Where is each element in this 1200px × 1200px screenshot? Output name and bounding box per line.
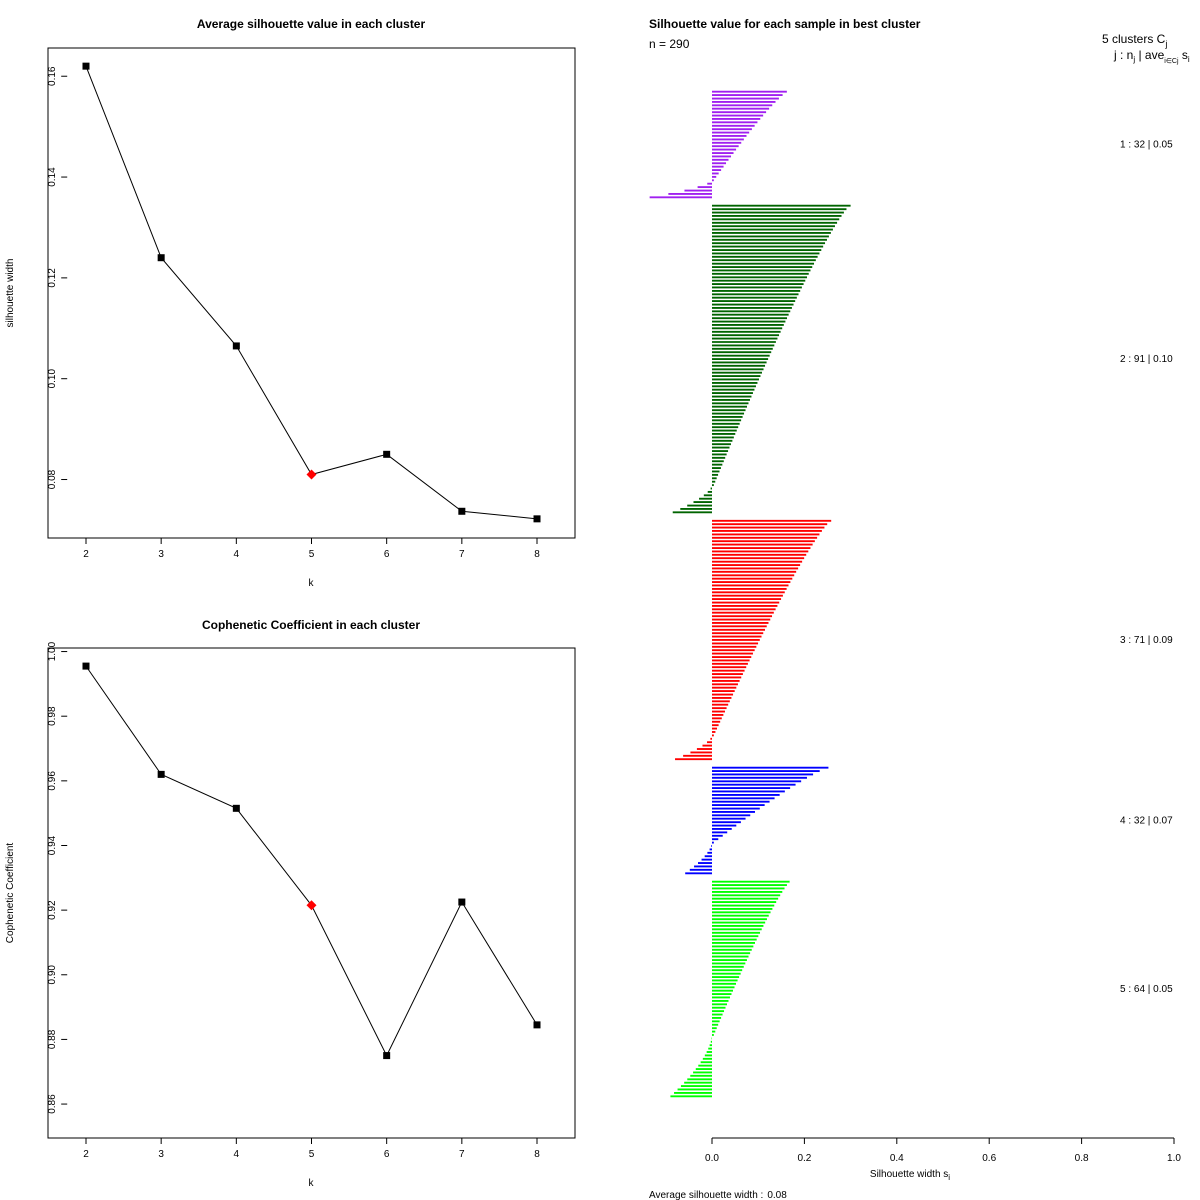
series-line xyxy=(85,665,538,1057)
cluster-2-summary: 2 : 91 | 0.10 xyxy=(1120,354,1173,365)
data-point xyxy=(232,342,240,350)
data-point xyxy=(157,770,165,778)
average-silhouette-footer: Average silhouette width :0.08 xyxy=(649,1190,787,1200)
x-tick-label: 3 xyxy=(158,1149,164,1160)
cluster-5-summary: 5 : 64 | 0.05 xyxy=(1120,984,1173,995)
y-tick-label: 0.94 xyxy=(47,835,58,855)
chart3-title: Silhouette value for each sample in best… xyxy=(649,17,921,31)
highlight-point xyxy=(306,900,317,911)
cluster-3-summary: 3 : 71 | 0.09 xyxy=(1120,635,1173,646)
data-point xyxy=(458,507,466,515)
y-tick-label: 0.16 xyxy=(47,66,58,86)
x-tick-label: 0.4 xyxy=(890,1153,904,1164)
data-point xyxy=(157,254,165,262)
data-point xyxy=(383,1052,391,1060)
chart2-x-label: k xyxy=(309,1178,315,1189)
x-tick-label: 2 xyxy=(83,549,89,560)
x-tick-label: 7 xyxy=(459,1149,465,1160)
x-tick-label: 2 xyxy=(83,1149,89,1160)
y-tick-label: 0.90 xyxy=(47,965,58,985)
y-tick-label: 0.92 xyxy=(47,900,58,920)
silhouette-bar-plot: Silhouette value for each sample in best… xyxy=(649,17,1190,1200)
chart1-series xyxy=(82,62,541,523)
highlight-point xyxy=(306,469,317,480)
chart1-title: Average silhouette value in each cluster xyxy=(197,17,426,31)
x-tick-label: 5 xyxy=(309,549,315,560)
y-tick-label: 0.86 xyxy=(47,1094,58,1114)
chart3-x-axis: 0.0 0.2 0.4 0.6 0.8 1.0 xyxy=(705,1137,1181,1164)
y-tick-label: 1.00 xyxy=(47,641,58,661)
chart3-cluster-labels: 1 : 32 | 0.05 2 : 91 | 0.10 3 : 71 | 0.09 4… xyxy=(1120,140,1173,995)
y-tick-label: 0.88 xyxy=(47,1029,58,1049)
x-tick-label: 0.8 xyxy=(1075,1153,1089,1164)
x-tick-label: 4 xyxy=(234,1149,240,1160)
y-tick-label: 0.12 xyxy=(47,268,58,288)
chart1-x-label: k xyxy=(309,578,315,589)
x-tick-label: 8 xyxy=(534,1149,540,1160)
chart2-title: Cophenetic Coefficient in each cluster xyxy=(202,618,420,632)
silhouette-line-chart: Average silhouette value in each cluster… xyxy=(5,17,576,589)
x-tick-label: 6 xyxy=(384,1149,390,1160)
chart3-bars xyxy=(649,90,851,1098)
y-tick-label: 0.14 xyxy=(47,167,58,187)
chart3-x-label: Silhouette width si xyxy=(870,1169,950,1182)
data-point xyxy=(82,662,90,670)
data-point xyxy=(533,1021,541,1029)
chart2-x-axis: 2 3 4 5 6 7 8 xyxy=(83,1138,540,1160)
data-point xyxy=(458,898,466,906)
y-tick-label: 0.10 xyxy=(47,369,58,389)
y-tick-label: 0.08 xyxy=(47,469,58,489)
chart1-plot-frame xyxy=(47,47,576,539)
chart2-series xyxy=(82,662,541,1060)
x-tick-label: 4 xyxy=(234,549,240,560)
x-tick-label: 0.6 xyxy=(982,1153,996,1164)
x-tick-label: 8 xyxy=(534,549,540,560)
data-point xyxy=(383,450,391,458)
x-tick-label: 5 xyxy=(309,1149,315,1160)
series-line xyxy=(85,65,538,520)
cluster-1-summary: 1 : 32 | 0.05 xyxy=(1120,140,1173,151)
chart1-y-axis: 0.08 0.10 0.12 0.14 0.16 xyxy=(47,66,68,489)
x-tick-label: 0.0 xyxy=(705,1153,719,1164)
y-tick-label: 0.98 xyxy=(47,706,58,726)
x-tick-label: 3 xyxy=(158,549,164,560)
chart1-x-axis: 2 3 4 5 6 7 8 xyxy=(83,538,540,560)
cluster-4-summary: 4 : 32 | 0.07 xyxy=(1120,815,1173,826)
cluster-header-line2: j : nj | avei∈Cj si xyxy=(1113,48,1190,65)
x-tick-label: 1.0 xyxy=(1167,1153,1181,1164)
y-tick-label: 0.96 xyxy=(47,771,58,791)
chart2-plot-frame xyxy=(47,647,576,1139)
chart2-y-axis: 0.86 0.88 0.90 0.92 0.94 0.96 0.98 1.00 xyxy=(47,641,68,1114)
x-tick-label: 7 xyxy=(459,549,465,560)
chart1-y-label: silhouette width xyxy=(5,259,16,328)
x-tick-label: 0.2 xyxy=(797,1153,811,1164)
data-point xyxy=(533,515,541,523)
cophenetic-line-chart: Cophenetic Coefficient in each cluster 2… xyxy=(5,618,576,1189)
data-point xyxy=(82,62,90,70)
x-tick-label: 6 xyxy=(384,549,390,560)
data-point xyxy=(232,804,240,812)
cluster-header-line1: 5 clusters Cj xyxy=(1102,32,1167,49)
chart2-y-label: Cophenetic Coefficient xyxy=(5,843,16,944)
sample-count-label: n = 290 xyxy=(649,37,690,51)
